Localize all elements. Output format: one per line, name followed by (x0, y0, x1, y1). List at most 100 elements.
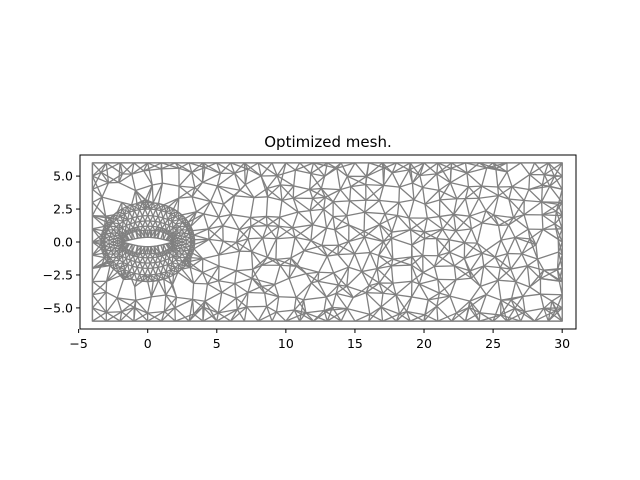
mesh-edge (188, 213, 205, 223)
mesh-edge (218, 216, 224, 227)
mesh-edge (124, 269, 128, 278)
mesh-edge (497, 186, 500, 196)
mesh-edge (266, 215, 280, 227)
mesh-edge (196, 201, 211, 213)
mesh-edge (522, 296, 526, 312)
mesh-edge (500, 266, 511, 270)
mesh-edge (202, 181, 218, 187)
mesh-edge (305, 309, 325, 314)
mesh-edge (119, 267, 123, 276)
mesh-edge (363, 236, 371, 253)
mesh-edge (160, 221, 166, 225)
mesh-edge (105, 297, 118, 313)
mesh-edge (203, 213, 219, 218)
mesh-edge (218, 213, 232, 218)
mesh-edge (234, 195, 254, 199)
mesh-edge (494, 256, 501, 268)
mesh-edge (281, 199, 299, 213)
mesh-edge (160, 311, 165, 322)
mesh-edge (464, 242, 483, 254)
mesh-edge (436, 305, 453, 322)
mesh-edge (419, 175, 424, 188)
mesh-edge (291, 227, 296, 238)
mesh-edge (157, 256, 161, 262)
mesh-edge (121, 299, 137, 313)
mesh-edge (100, 172, 109, 184)
mesh-edge (551, 300, 563, 309)
mesh-edge (134, 261, 138, 268)
mesh-edge (131, 217, 136, 223)
mesh-edge (365, 176, 367, 185)
mesh-edge (105, 245, 110, 248)
mesh-edge (217, 185, 241, 191)
mesh-edge (383, 172, 393, 186)
mesh-edge (439, 182, 451, 201)
mesh-spoke (131, 232, 136, 240)
mesh-spoke (135, 245, 139, 253)
mesh-spoke (160, 244, 164, 252)
mesh-edge (191, 196, 198, 212)
mesh-edge (295, 169, 311, 175)
mesh-edge (378, 241, 385, 256)
mesh-edge (159, 222, 163, 229)
mesh-edge (188, 162, 193, 173)
mesh-edge (554, 223, 563, 230)
mesh-edge (292, 224, 313, 229)
mesh-edge (378, 254, 393, 260)
mesh-edge (244, 169, 249, 185)
mesh-edge (157, 280, 167, 296)
mesh-edge (189, 258, 204, 268)
mesh-edge (500, 239, 509, 254)
mesh-edge (326, 255, 335, 274)
mesh-edge (332, 189, 341, 203)
mesh-edge (411, 175, 421, 184)
mesh-edge (266, 256, 281, 266)
mesh-edge (92, 234, 102, 243)
mesh-edge (91, 162, 107, 177)
mesh-edge (526, 265, 541, 280)
mesh-edge (536, 258, 542, 279)
mesh-edge (478, 194, 499, 199)
mesh-spoke (142, 230, 145, 238)
mesh-edge (91, 162, 102, 173)
mesh-edge (364, 199, 380, 213)
mesh-edge (468, 306, 481, 314)
mesh-edge (262, 237, 277, 240)
mesh-edge (141, 208, 146, 217)
mesh-edge (439, 213, 454, 218)
mesh-edge (221, 282, 236, 293)
mesh-edge (363, 231, 366, 238)
mesh-edge (469, 300, 481, 314)
mesh-edge (248, 237, 263, 240)
mesh-edge (279, 257, 292, 266)
mesh-edge (527, 228, 537, 245)
mesh-edge (411, 280, 420, 285)
mesh-edge (91, 175, 103, 198)
mesh-edge (331, 293, 337, 308)
mesh-edge (453, 213, 472, 230)
mesh-edge (135, 184, 153, 192)
mesh-edge (163, 310, 176, 322)
mesh-edge (236, 238, 249, 243)
mesh-edge (479, 294, 487, 314)
mesh-edge (139, 267, 144, 275)
mesh-edge (479, 312, 494, 322)
mesh-edge (366, 175, 384, 187)
mesh-edge (494, 256, 512, 270)
mesh-edge (449, 252, 455, 267)
mesh-spoke (162, 233, 167, 240)
mesh-edge (297, 211, 314, 226)
mesh-edge (412, 182, 423, 189)
mesh-edge (192, 252, 204, 260)
mesh-edge (295, 296, 304, 301)
mesh-edge (188, 258, 203, 263)
mesh-edge (217, 312, 231, 322)
mesh-edge (251, 277, 275, 286)
mesh-edge (406, 296, 413, 312)
mesh-edge (295, 297, 307, 314)
mesh-edge (555, 211, 563, 230)
mesh-edge (218, 203, 225, 218)
mesh-edge (202, 301, 206, 308)
mesh-edge (480, 279, 499, 287)
y-tick-label: −2.5 (43, 267, 73, 282)
